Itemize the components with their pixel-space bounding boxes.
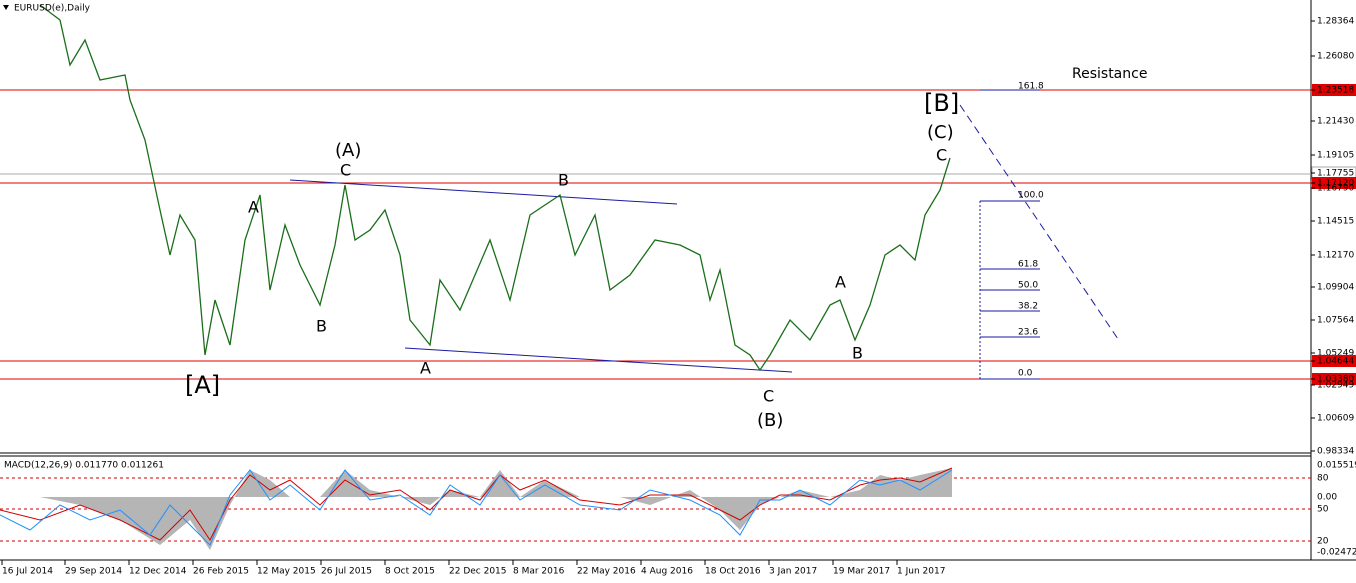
- price-label: 1.00609: [1317, 414, 1354, 424]
- wave-label: [B]: [924, 89, 959, 117]
- price-label: 1.09904: [1317, 283, 1354, 293]
- price-label: 1.16790: [1317, 184, 1354, 194]
- time-label: 12 Dec 2014: [129, 567, 187, 577]
- price-label: 1.17120: [1317, 179, 1354, 189]
- wave-label: C: [340, 161, 351, 180]
- wave-label: B: [852, 344, 863, 363]
- price-label: 1.07564: [1317, 316, 1354, 326]
- time-label: 8 Mar 2016: [513, 567, 565, 577]
- price-label: 0.98334: [1317, 447, 1354, 457]
- price-label: 1.05249: [1317, 349, 1354, 359]
- projection-line: [959, 104, 1121, 343]
- wave-label: A: [420, 359, 431, 378]
- macd-axis-label: 0.015519: [1317, 461, 1356, 471]
- fib-label: 23.6: [1018, 328, 1038, 338]
- macd-axis-label: 0.00: [1317, 493, 1337, 503]
- time-label: 22 Dec 2015: [449, 567, 507, 577]
- time-label: 19 Mar 2017: [833, 567, 890, 577]
- fib-levels: [979, 89, 1040, 380]
- price-label: 1.23518: [1317, 86, 1354, 96]
- price-label: 1.02949: [1317, 381, 1354, 391]
- chart-title: EURUSD(e),Daily: [14, 4, 91, 14]
- wave-label: B: [316, 317, 327, 336]
- price-tag: [1312, 373, 1356, 385]
- menu-icon: [3, 5, 9, 10]
- wave-label: B: [558, 171, 569, 190]
- time-label: 1 Jun 2017: [897, 567, 945, 577]
- price-tag: [1312, 177, 1356, 189]
- wave-label: C: [936, 146, 947, 165]
- price-label: 1.12170: [1317, 251, 1354, 261]
- price-label: 1.26080: [1317, 52, 1354, 62]
- price-label: 1.17755: [1317, 169, 1354, 179]
- wave-label: C: [763, 387, 774, 406]
- time-label: 22 May 2016: [577, 567, 636, 577]
- fib-label: 38.2: [1018, 302, 1038, 312]
- wave-label: (B): [757, 410, 783, 431]
- trend-line: [289, 179, 678, 205]
- wave-label: Resistance: [1072, 66, 1147, 82]
- time-label: 8 Oct 2015: [385, 567, 435, 577]
- wave-label: [A]: [185, 371, 220, 399]
- price-tag: [1312, 84, 1356, 96]
- wave-label: A: [835, 273, 846, 292]
- levels: [0, 89, 1311, 380]
- price-label: 1.21430: [1317, 117, 1354, 127]
- price-label: 1.28364: [1317, 17, 1354, 27]
- wave-label: (C): [927, 122, 954, 143]
- time-label: 26 Jul 2015: [321, 567, 372, 577]
- time-label: 18 Oct 2016: [705, 567, 761, 577]
- price-label: 1.04644: [1317, 357, 1354, 367]
- macd-axis-label: -0.024724: [1317, 548, 1356, 558]
- macd-axis-label: 80: [1317, 474, 1329, 484]
- macd-axis-label: 50: [1317, 505, 1329, 515]
- time-label: 4 Aug 2016: [641, 567, 693, 577]
- wave-label: A: [248, 198, 259, 217]
- price-line: [39, 4, 951, 372]
- fib-label: 100.0: [1018, 191, 1044, 201]
- macd-label: MACD(12,26,9) 0.011770 0.011261: [4, 461, 164, 471]
- time-label: 3 Jan 2017: [769, 567, 817, 577]
- fib-label: 50.0: [1018, 281, 1038, 291]
- wave-label: (A): [335, 140, 361, 161]
- fib-label: 161.8: [1018, 82, 1044, 92]
- time-label: 26 Feb 2015: [193, 567, 249, 577]
- fib-label: 0.0: [1018, 369, 1033, 379]
- time-label: 16 Jul 2014: [2, 567, 53, 577]
- price-label: 1.19105: [1317, 151, 1354, 161]
- fib-label: 61.8: [1018, 260, 1038, 270]
- time-label: 12 May 2015: [257, 567, 316, 577]
- price-tag: [1312, 355, 1356, 367]
- price-label: 1.14515: [1317, 217, 1354, 227]
- price-label: 1.03380: [1317, 375, 1354, 385]
- trend-line: [404, 347, 793, 373]
- macd-axis-label: 20: [1317, 537, 1329, 547]
- macd-panel: [0, 467, 1311, 550]
- time-label: 29 Sep 2014: [65, 567, 122, 577]
